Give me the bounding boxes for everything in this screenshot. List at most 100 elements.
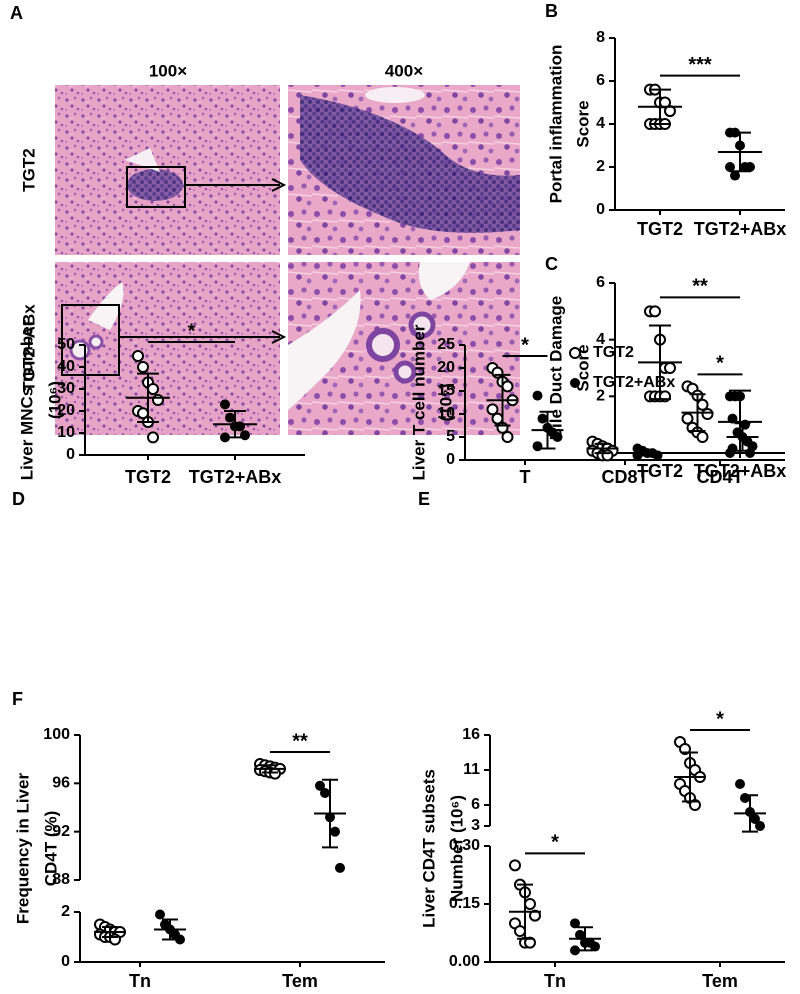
data-point [240,430,250,441]
data-point [750,814,760,824]
data-point [315,780,325,791]
y-tick-label: 6 [596,274,605,291]
y-tick-label: 5 [446,428,455,445]
arrow-head [271,178,287,192]
data-point [509,859,521,872]
vessel [365,87,425,103]
error-bar [569,926,601,952]
significance-label: ** [292,730,308,752]
data-point [269,767,281,780]
data-point [570,945,580,956]
y-tick-label: 20 [437,359,455,376]
error-bar [509,883,541,940]
x-tick-label: CD8T [601,467,648,487]
y-tick-label: 100 [43,726,70,743]
y-tick-label: 3 [471,817,480,834]
data-point [532,390,543,401]
y-tick-label: 16 [462,726,480,743]
y-tick-label: 10 [437,405,455,422]
y-tick-label: 0 [446,451,455,468]
data-point [575,929,585,940]
y-axis-label: Frequency in Liver [13,773,32,925]
data-point [147,431,159,444]
panel-letter: F [12,689,23,709]
x-tick-label: Tn [544,971,566,991]
x-tick-label: Tem [282,971,318,991]
y-tick-label: 40 [57,358,75,375]
y-axis-label: (10⁶) [45,381,64,419]
vessel [288,290,361,410]
data-point [235,421,245,432]
data-point [570,918,580,929]
data-point [501,431,514,443]
bile-duct [393,360,417,384]
panel-letter: E [418,489,430,509]
data-point [601,449,614,462]
x-tick-label: T [520,467,531,487]
column-label: 100× [149,61,187,80]
y-tick-label: 0 [61,953,70,970]
significance-label: * [716,353,724,375]
error-bar [718,131,762,173]
data-point [727,413,738,424]
x-tick-label: Tn [129,971,151,991]
significance-label: * [551,832,559,854]
error-bar [314,778,346,849]
data-point [152,394,164,406]
y-tick-label: 0.15 [449,895,480,912]
y-axis-label: Portal inflammation [546,45,565,204]
y-axis-label: Score [573,100,592,147]
error-bar [718,389,762,454]
significance-label: * [521,334,529,356]
data-point [501,380,514,393]
significance-label: ** [692,276,708,298]
arrow-head [271,330,287,344]
y-axis-label: (10⁶) [436,383,455,421]
data-point [537,413,548,424]
significance-label: * [188,320,196,342]
error-bar [681,393,714,433]
data-point [155,909,165,920]
panel-letter: D [12,489,25,509]
y-tick-label: 25 [437,336,455,353]
error-bar [213,410,257,439]
error-bar [586,442,619,455]
x-tick-label: TGT2+ABx [694,461,787,481]
legend-marker [569,347,581,359]
panel-letter: C [545,254,558,274]
row-label: TGT2 [19,148,38,191]
data-point [664,362,676,374]
data-point [747,441,758,452]
panel-a: A 100× 400× TGT2 TGT2+ABx [10,3,520,435]
micrograph [55,85,280,255]
bile-duct [366,328,400,362]
error-bar [254,764,286,774]
y-tick-label: 8 [596,29,605,46]
data-point [330,826,340,837]
error-bar [638,324,682,401]
y-tick-label: 50 [57,336,75,353]
data-point [730,170,740,181]
y-tick-label: 2 [596,388,605,405]
row-label: TGT2+ABx [19,304,38,392]
y-tick-label: 20 [57,402,75,419]
infiltrate [127,169,183,201]
y-tick-label: 0 [596,201,605,218]
panel-letter: B [545,1,558,21]
legend-marker [570,378,580,388]
zoom-box [126,166,186,208]
bile-duct [88,334,104,350]
y-tick-label: 6 [471,796,480,813]
error-bar [674,751,706,803]
error-bar [638,88,682,125]
y-tick-label: 6 [596,72,605,89]
error-bar [126,372,170,423]
y-tick-label: 0.30 [449,837,480,854]
data-point [590,941,600,952]
vessel [418,262,470,300]
y-tick-label: 88 [52,871,70,888]
infiltrate [300,95,520,233]
data-point [532,441,543,452]
error-bar [734,794,766,833]
